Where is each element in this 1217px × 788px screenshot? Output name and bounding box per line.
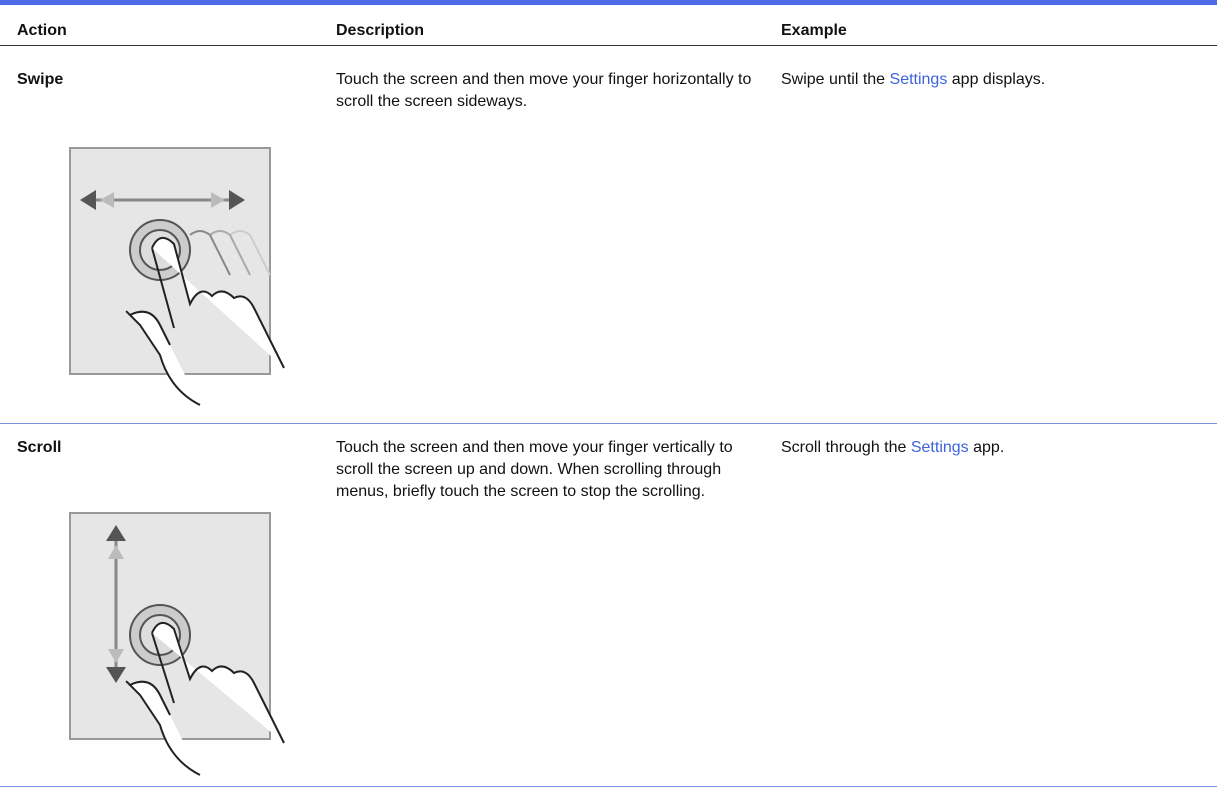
example-text: app. (968, 439, 1005, 456)
swipe-illustration (69, 147, 285, 406)
example: Scroll through the Settings app. (781, 437, 1201, 459)
link[interactable]: Settings (910, 439, 969, 456)
example-text: Scroll through the (781, 439, 911, 456)
example-text: Swipe until the (781, 71, 890, 88)
action-name: Scroll (17, 439, 62, 456)
example-text: app displays. (947, 71, 1046, 88)
header-cell: Action (17, 22, 67, 39)
link[interactable]: Settings (889, 71, 948, 88)
scroll-illustration (69, 512, 285, 776)
action-name: Swipe (17, 71, 64, 88)
row-rule (0, 423, 1217, 424)
header-rule (0, 45, 1217, 46)
header-cell: Example (781, 22, 847, 39)
header-cell: Description (336, 22, 425, 39)
top-bar (0, 0, 1217, 5)
example: Swipe until the Settings app displays. (781, 69, 1201, 91)
description: Touch the screen and then move your fing… (336, 71, 752, 110)
row-rule (0, 786, 1217, 787)
description: Touch the screen and then move your fing… (336, 439, 733, 500)
